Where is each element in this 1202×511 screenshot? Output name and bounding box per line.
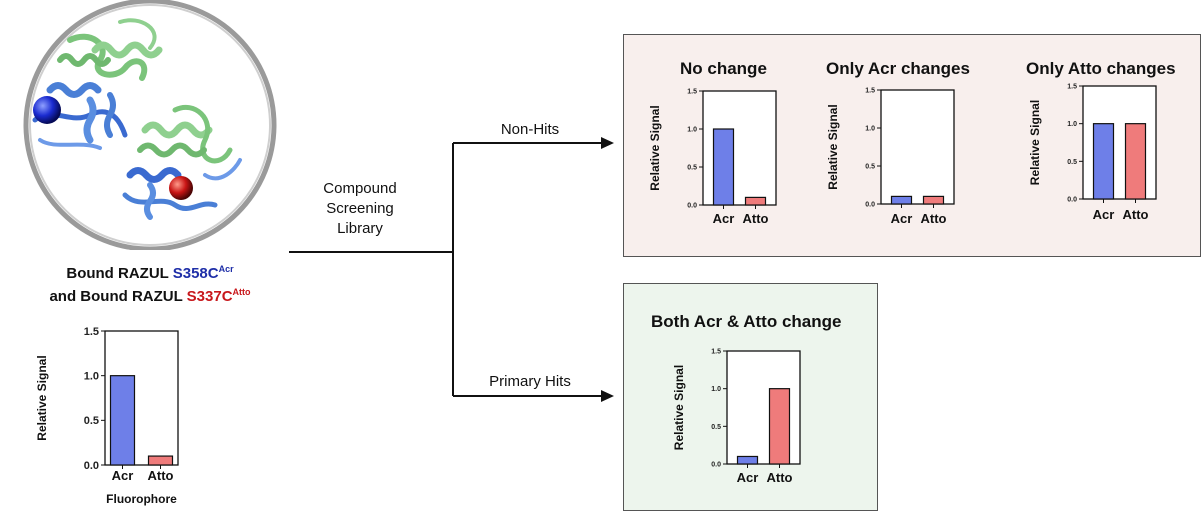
atto-label-sphere — [169, 176, 193, 200]
caption-line1-prefix: Bound RAZUL — [66, 265, 173, 282]
y-tick-label: 1.5 — [84, 326, 99, 338]
bar-atto — [1124, 123, 1147, 200]
category-label: Atto — [743, 211, 769, 226]
y-tick-label: 0.0 — [84, 460, 99, 472]
category-label: Acr — [713, 211, 735, 226]
caption-line-1: Bound RAZUL S358CAcr — [0, 260, 300, 283]
y-tick-label: 1.0 — [711, 386, 721, 393]
y-axis-label: Relative Signal — [648, 105, 662, 190]
bar-acr — [736, 455, 759, 465]
y-axis-label: Relative Signal — [1028, 100, 1042, 185]
y-tick-label: 0.5 — [711, 424, 721, 431]
both-change-title: Both Acr & Atto change — [651, 312, 842, 331]
protein-structure-illustration — [23, 0, 277, 250]
y-tick-label: 0.5 — [687, 164, 697, 171]
library-line-3: Library — [337, 220, 383, 237]
acr-label-sphere — [33, 96, 61, 124]
y-tick-label: 1.0 — [84, 371, 99, 383]
y-tick-label: 0.5 — [865, 163, 875, 170]
y-tick-label: 1.5 — [865, 87, 875, 94]
bar-acr — [890, 195, 913, 205]
baseline-bar-chart: 0.0 0.5 1.0 1.5 Acr Atto Relative Signal Fluoro… — [35, 326, 179, 506]
structure-caption: Bound RAZUL S358CAcr and Bound RAZUL S33… — [0, 260, 300, 306]
caption-line-2: and Bound RAZUL S337CAtto — [0, 283, 300, 306]
y-tick-label: 1.0 — [1067, 121, 1077, 128]
category-label: Acr — [891, 211, 913, 226]
category-label: Atto — [767, 470, 793, 485]
non-hits-label: Non-Hits — [500, 121, 560, 138]
y-tick-label: 1.5 — [687, 88, 697, 95]
no-change-bar-chart: 0.0 0.5 1.0 1.5 Acr Atto Relative Signal — [648, 88, 777, 226]
acr-site-label: S358C — [172, 265, 219, 282]
bar-atto — [147, 455, 174, 466]
bar-atto — [744, 196, 767, 206]
acr-site-superscript: Acr — [218, 264, 234, 274]
domain-lower-ribbons — [122, 104, 242, 220]
y-tick-label: 0.5 — [84, 415, 99, 427]
bar-atto — [768, 388, 791, 465]
x-axis-label: Fluorophore — [106, 492, 177, 506]
category-label: Acr — [1093, 207, 1115, 222]
caption-line2-prefix: and Bound RAZUL — [49, 288, 187, 305]
category-label: Atto — [148, 468, 174, 483]
library-line-1: Compound — [323, 180, 397, 197]
y-tick-label: 0.0 — [687, 202, 697, 209]
bar-acr — [1092, 123, 1115, 200]
bar-atto — [922, 195, 945, 205]
only-acr-title: Only Acr changes — [826, 59, 970, 78]
y-tick-label: 1.0 — [865, 125, 875, 132]
y-tick-label: 1.0 — [687, 126, 697, 133]
y-axis-label: Relative Signal — [35, 355, 49, 440]
no-change-title: No change — [680, 59, 767, 78]
bar-acr — [712, 128, 735, 206]
category-label: Acr — [112, 468, 134, 483]
atto-site-label: S337C — [186, 288, 233, 305]
compound-library-label: Compound Screening Library — [305, 179, 415, 239]
non-hits-arrowhead — [601, 137, 614, 149]
y-tick-label: 1.5 — [711, 348, 721, 355]
y-tick-label: 0.0 — [711, 461, 721, 468]
category-label: Acr — [737, 470, 759, 485]
only-atto-title: Only Atto changes — [1026, 59, 1176, 78]
primary-hits-label: Primary Hits — [489, 373, 571, 390]
y-axis-label: Relative Signal — [672, 365, 686, 450]
category-label: Atto — [921, 211, 947, 226]
y-tick-label: 0.0 — [1067, 196, 1077, 203]
y-axis-label: Relative Signal — [826, 104, 840, 189]
y-tick-label: 1.5 — [1067, 83, 1077, 90]
library-line-2: Screening — [326, 200, 394, 217]
y-tick-label: 0.5 — [1067, 159, 1077, 166]
only-atto-bar-chart: 0.0 0.5 1.0 1.5 Acr Atto Relative Signal — [1028, 83, 1157, 222]
y-tick-label: 0.0 — [865, 201, 875, 208]
primary-hits-arrowhead — [601, 390, 614, 402]
both-change-bar-chart: 0.0 0.5 1.0 1.5 Acr Atto Relative Signal — [672, 348, 801, 485]
bar-acr — [109, 375, 136, 466]
atto-site-superscript: Atto — [232, 287, 251, 297]
category-label: Atto — [1123, 207, 1149, 222]
plot-frame — [880, 89, 955, 205]
only-acr-bar-chart: 0.0 0.5 1.0 1.5 Acr Atto Relative Signal — [826, 87, 955, 226]
